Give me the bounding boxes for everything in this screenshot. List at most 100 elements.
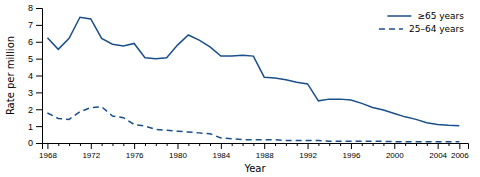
x-tick [210, 143, 211, 146]
x-tick: 2004 [429, 143, 447, 160]
x-tick-mark [112, 143, 113, 146]
x-tick-label: 2000 [386, 151, 404, 160]
x-tick-label: 1988 [256, 151, 274, 160]
x-tick: 1980 [169, 143, 187, 160]
x-tick-mark [232, 143, 233, 146]
x-tick [405, 143, 406, 146]
x-tick-mark [123, 143, 124, 146]
x-tick: 1972 [82, 143, 100, 160]
x-tick [362, 143, 363, 146]
series-line [47, 107, 459, 142]
x-tick: 1968 [39, 143, 57, 160]
x-tick [253, 143, 254, 146]
x-tick [156, 143, 157, 146]
x-tick-mark [199, 143, 200, 146]
x-tick-label: 1976 [126, 151, 144, 160]
x-tick [232, 143, 233, 146]
x-tick-mark [362, 143, 363, 146]
x-tick-mark [351, 143, 352, 149]
y-tick-mark [36, 76, 42, 77]
y-tick: 8 [28, 3, 42, 13]
x-tick-label: 1968 [39, 151, 57, 160]
y-tick-label: 7 [28, 20, 33, 30]
x-tick-mark [264, 143, 265, 149]
x-tick-mark [134, 143, 135, 149]
y-tick-label: 1 [28, 122, 33, 132]
legend: ≥65 years25–64 years [379, 11, 464, 34]
x-tick: 2000 [386, 143, 404, 160]
x-tick-mark [286, 143, 287, 146]
x-tick-label: 2006 [451, 151, 469, 160]
lines [47, 17, 459, 142]
x-tick-mark [459, 143, 460, 149]
x-tick-mark [308, 143, 309, 149]
y-tick-label: 3 [28, 88, 33, 98]
x-tick [123, 143, 124, 146]
x-tick [448, 143, 449, 146]
x-tick-mark [405, 143, 406, 146]
x-tick-mark [156, 143, 157, 146]
x-tick-mark [91, 143, 92, 149]
y-tick-label: 8 [28, 3, 33, 13]
x-tick-label: 1984 [212, 151, 230, 160]
legend-item: ≥65 years [387, 11, 464, 21]
y-tick-mark [36, 92, 42, 93]
x-tick-mark [177, 143, 178, 149]
y-tick-label: 0 [28, 138, 33, 148]
x-tick-mark [80, 143, 81, 146]
x-tick [286, 143, 287, 146]
x-tick-mark [275, 143, 276, 146]
y-tick-mark [36, 109, 42, 110]
x-axis-line [43, 144, 469, 150]
x-tick-mark [253, 143, 254, 146]
x-tick-mark [438, 143, 439, 149]
x-tick-mark [145, 143, 146, 146]
x-tick [80, 143, 81, 146]
x-tick-label: 1996 [343, 151, 361, 160]
y-tick: 7 [28, 20, 42, 30]
x-tick-mark [427, 143, 428, 146]
x-tick-label: 1972 [82, 151, 100, 160]
y-tick-mark [36, 126, 42, 127]
x-tick-mark [243, 143, 244, 146]
x-tick-mark [340, 143, 341, 146]
x-tick [340, 143, 341, 146]
x-tick-mark [383, 143, 384, 146]
y-tick: 0 [28, 138, 42, 148]
y-tick: 6 [28, 37, 42, 47]
x-tick [243, 143, 244, 146]
y-tick: 4 [28, 71, 42, 81]
y-tick-label: 2 [28, 105, 33, 115]
y-axis-line [36, 9, 43, 144]
x-tick [427, 143, 428, 146]
y-tick-label: 4 [28, 71, 33, 81]
y-tick-label: 6 [28, 37, 33, 47]
y-axis: 0 1 2 3 4 5 6 7 8 [28, 3, 43, 148]
x-tick [318, 143, 319, 146]
x-axis-title: Year [243, 163, 266, 174]
x-tick-mark [69, 143, 70, 146]
x-tick: 2006 [451, 143, 469, 160]
x-tick-mark [373, 143, 374, 146]
x-tick [58, 143, 59, 146]
x-tick [112, 143, 113, 146]
x-tick [275, 143, 276, 146]
x-tick: 1984 [212, 143, 230, 160]
x-tick-mark [102, 143, 103, 146]
x-tick-mark [210, 143, 211, 146]
chart: 1968 1972 1976 1980 1984 1988 1992 1996 2000 2004… [0, 0, 480, 177]
y-tick: 1 [28, 122, 42, 132]
x-tick-mark [394, 143, 395, 149]
y-tick-label: 5 [28, 54, 33, 64]
x-tick-mark [221, 143, 222, 149]
x-tick [373, 143, 374, 146]
x-tick-mark [58, 143, 59, 146]
x-tick-mark [329, 143, 330, 146]
y-axis-title: Rate per million [5, 36, 16, 115]
x-tick: 1992 [299, 143, 317, 160]
x-tick-mark [416, 143, 417, 146]
x-tick [69, 143, 70, 146]
x-tick: 1988 [256, 143, 274, 160]
x-tick: 1976 [126, 143, 144, 160]
x-tick: 1996 [343, 143, 361, 160]
